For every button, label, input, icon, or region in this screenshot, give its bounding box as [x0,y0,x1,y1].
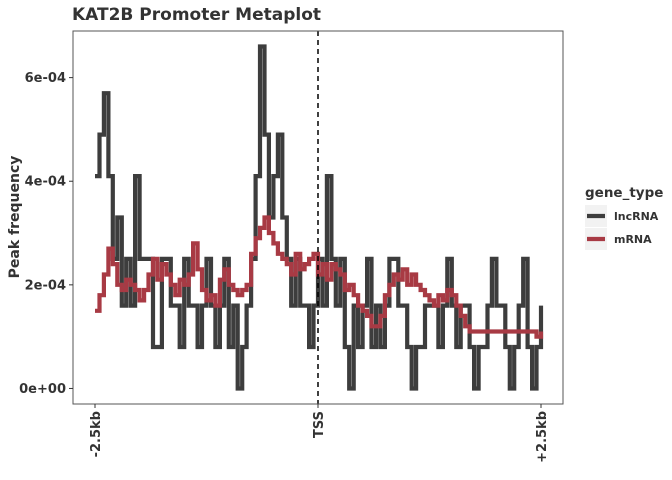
x-tick-label: -2.5kb [89,411,104,457]
chart-title: KAT2B Promoter Metaplot [72,5,321,25]
y-tick-label: 4e-04 [25,175,66,190]
x-tick-label: +2.5kb [535,411,550,463]
legend: gene_type lncRNA mRNA [585,185,663,250]
legend-keys: lncRNA mRNA [585,205,659,250]
y-tick-label: 2e-04 [25,278,66,293]
x-tick-label: TSS [312,411,327,438]
y-axis-label: Peak frequency [7,156,23,279]
y-tick-label: 6e-04 [25,71,66,86]
legend-title: gene_type [585,185,663,201]
series-layer [95,44,544,391]
y-tick-label: 0e+00 [19,382,66,397]
series-line-lncrna [95,44,544,391]
series-line-mrna [95,215,544,339]
x-axis: -2.5kb TSS +2.5kb [89,404,550,463]
legend-label-lncrna: lncRNA [614,210,659,223]
y-axis: 0e+00 2e-04 4e-04 6e-04 [19,71,73,397]
legend-label-mrna: mRNA [614,233,652,246]
